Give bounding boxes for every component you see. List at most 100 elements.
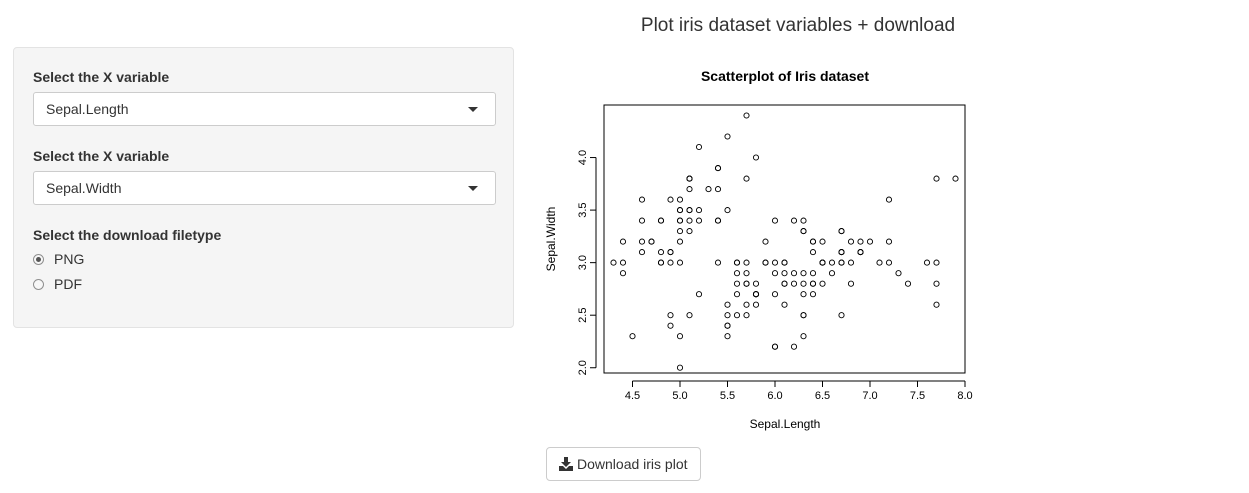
- data-point: [781, 280, 788, 287]
- data-point: [638, 249, 646, 256]
- data-point: [733, 312, 741, 319]
- data-point: [771, 343, 779, 350]
- data-point: [676, 333, 684, 340]
- data-point: [638, 217, 646, 224]
- data-point: [800, 312, 807, 319]
- data-point: [724, 333, 731, 340]
- data-point: [714, 217, 722, 224]
- x-tick-label: 6.5: [815, 390, 830, 402]
- data-point: [733, 270, 741, 277]
- data-point: [771, 270, 779, 277]
- data-point: [648, 238, 655, 245]
- data-point: [752, 280, 760, 287]
- data-point: [667, 312, 674, 319]
- data-point: [676, 228, 684, 235]
- data-point: [743, 301, 750, 308]
- data-point: [619, 270, 627, 277]
- data-point: [828, 259, 836, 266]
- data-point: [724, 207, 731, 214]
- data-point: [724, 322, 731, 329]
- data-point: [743, 259, 750, 266]
- data-point: [610, 259, 617, 266]
- x-axis-label: Sepal.Length: [750, 417, 821, 431]
- data-point: [847, 280, 855, 287]
- radio-pdf-label: PDF: [54, 276, 82, 292]
- y-tick-label: 2.0: [577, 360, 589, 375]
- data-point: [743, 312, 750, 319]
- data-point: [619, 238, 627, 245]
- data-point: [857, 249, 864, 256]
- data-point: [790, 343, 798, 350]
- data-point: [695, 217, 703, 224]
- data-point: [686, 207, 693, 214]
- data-point: [743, 175, 750, 182]
- data-point: [809, 238, 817, 245]
- data-point: [676, 238, 684, 245]
- data-point: [809, 270, 817, 277]
- data-point: [676, 364, 684, 371]
- data-point: [885, 238, 893, 245]
- y-variable-select[interactable]: Sepal.Width: [33, 171, 496, 205]
- radio-button-unchecked[interactable]: [33, 279, 44, 290]
- scatterplot: Scatterplot of Iris dataset 4.5 5.0 5.5 6.0…: [540, 60, 980, 440]
- data-point: [838, 312, 845, 319]
- data-point: [686, 312, 693, 319]
- data-point: [781, 259, 788, 266]
- page-title: Plot iris dataset variables + download: [640, 15, 956, 36]
- data-point: [686, 186, 693, 193]
- data-point: [838, 228, 845, 235]
- data-point: [933, 301, 940, 308]
- data-point: [771, 217, 779, 224]
- y-tick-label: 4.0: [577, 150, 589, 165]
- radio-button-checked[interactable]: [33, 254, 44, 265]
- caret-down-icon: [468, 186, 478, 191]
- data-point: [933, 259, 940, 266]
- data-point: [667, 196, 674, 203]
- data-point: [771, 259, 779, 266]
- data-point: [676, 207, 684, 214]
- y-variable-value: Sepal.Width: [46, 180, 122, 196]
- sidebar-panel: Select the X variable Sepal.Length Selec…: [13, 47, 514, 328]
- download-icon: [559, 457, 573, 471]
- data-point: [800, 270, 807, 277]
- data-point: [667, 249, 674, 256]
- data-point: [676, 259, 684, 266]
- data-point: [705, 186, 712, 193]
- data-point: [686, 175, 693, 182]
- y-variable-label: Select the X variable: [33, 148, 170, 164]
- data-point: [676, 217, 684, 224]
- data-point: [923, 259, 931, 266]
- data-point: [876, 259, 883, 266]
- y-tick-label: 2.5: [577, 308, 589, 323]
- data-point: [733, 291, 741, 298]
- data-point: [885, 196, 893, 203]
- data-point: [885, 259, 893, 266]
- x-tick-label: 4.5: [625, 390, 640, 402]
- data-point: [695, 291, 703, 298]
- filetype-label: Select the download filetype: [33, 227, 222, 243]
- data-point: [838, 249, 845, 256]
- x-tick-label: 7.0: [862, 390, 877, 402]
- scatterplot-svg: Scatterplot of Iris dataset 4.5 5.0 5.5 6.0…: [544, 68, 973, 431]
- x-tick-label: 7.5: [910, 390, 925, 402]
- data-point: [667, 322, 674, 329]
- data-point: [714, 186, 722, 193]
- data-point: [743, 112, 750, 119]
- x-variable-select[interactable]: Sepal.Length: [33, 92, 496, 126]
- caret-down-icon: [468, 107, 478, 112]
- data-point: [724, 301, 731, 308]
- data-point: [619, 259, 627, 266]
- data-point: [695, 143, 703, 151]
- data-point: [733, 259, 741, 266]
- data-point: [724, 133, 731, 140]
- data-point: [762, 259, 769, 266]
- data-point: [771, 291, 779, 298]
- data-point: [800, 291, 807, 298]
- x-tick-label: 8.0: [957, 390, 972, 402]
- download-plot-button[interactable]: Download iris plot: [546, 447, 701, 481]
- data-point: [638, 238, 646, 245]
- data-point: [828, 270, 836, 277]
- data-point: [790, 217, 798, 224]
- data-point: [904, 280, 912, 287]
- x-tick-label: 5.5: [720, 390, 735, 402]
